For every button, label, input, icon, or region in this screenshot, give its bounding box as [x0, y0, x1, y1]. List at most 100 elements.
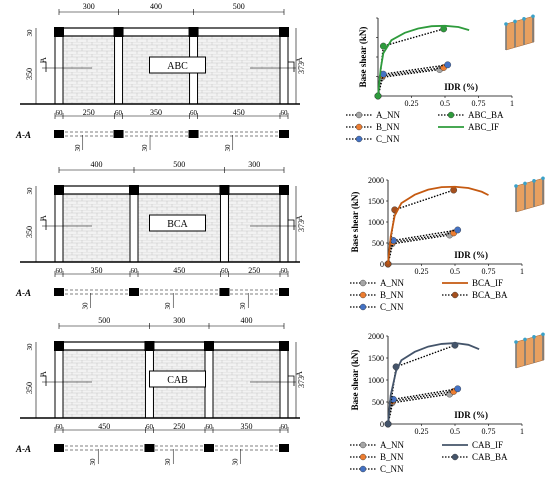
infill-panel — [228, 193, 281, 263]
legend-marker-icon — [359, 279, 367, 287]
top-span-label: 300 — [248, 160, 260, 169]
series-line-B_NN — [377, 66, 444, 97]
infill-panel — [62, 35, 115, 105]
legend-entry: C_NN — [350, 464, 404, 474]
icon-joint — [504, 22, 508, 26]
chart-1: 0.25 0.5 0.75 1 IDR (%) Base shear (kN) A_NN AB… — [346, 14, 535, 144]
x-tick-label: 0.75 — [472, 99, 486, 108]
legend-marker-icon — [451, 453, 459, 461]
beam-depth-label: 30 — [26, 29, 34, 37]
legend-label: ABC_IF — [468, 122, 499, 132]
icon-joint — [531, 14, 535, 19]
column-width-label: 60 — [56, 267, 64, 275]
x-tick-label: 0.75 — [482, 427, 496, 436]
beam-column-joint — [279, 185, 289, 195]
x-tick-label: 0.5 — [440, 99, 450, 108]
section-thickness-label: 30 — [232, 458, 240, 466]
section-mark-right: A — [295, 57, 304, 63]
y-tick-label: 500 — [372, 398, 384, 407]
legend-entry: ABC_IF — [438, 122, 499, 132]
icon-joint — [523, 337, 527, 342]
infill-panel — [212, 349, 281, 419]
section-column — [54, 444, 64, 452]
icon-joint — [541, 176, 545, 181]
section-thickness-label: 30 — [164, 302, 172, 310]
y-tick-label: 2000 — [368, 176, 384, 185]
beam-column-joint — [204, 341, 214, 351]
section-thickness-label: 30 — [82, 302, 90, 310]
top-beam — [54, 185, 289, 195]
legend-label: B_NN — [376, 122, 400, 132]
data-point-ABC_BA — [379, 42, 387, 50]
top-beam — [54, 341, 289, 351]
section-arrow-icon — [40, 375, 295, 386]
section-column — [129, 288, 139, 296]
legend-marker-icon — [355, 123, 363, 131]
top-span-label: 500 — [173, 160, 185, 169]
column — [279, 27, 289, 105]
right-height-label: 373 — [297, 220, 306, 232]
section-column — [279, 130, 289, 138]
frame-label-box — [149, 370, 206, 388]
section-mark-right: A — [295, 371, 304, 377]
icon-joint — [532, 179, 536, 183]
icon-joint — [532, 335, 536, 339]
x-axis-label: IDR (%) — [444, 82, 478, 92]
section-thickness-label: 30 — [89, 458, 97, 466]
beam-column-joint — [129, 185, 139, 195]
beam-column-joint — [279, 341, 289, 351]
legend-marker-icon — [359, 303, 367, 311]
legend-entry: A_NN — [350, 278, 404, 288]
x-tick-label: 0.5 — [450, 267, 460, 276]
section-thickness-label: 30 — [164, 458, 172, 466]
left-height-label: 350 — [25, 68, 34, 80]
infill-wall-icon — [515, 333, 545, 369]
left-height-label: 350 — [25, 226, 34, 238]
chart-2: 0.25 0.5 0.75 1 0 500 1000 1500 2000 IDR (%) Base … — [350, 176, 545, 312]
series-line-BCA_IF — [387, 185, 489, 265]
section-column — [219, 288, 230, 296]
y-tick-label: 1000 — [368, 376, 384, 385]
x-tick-label: 1 — [510, 99, 514, 108]
infill-panel — [62, 349, 146, 419]
column-width-label: 60 — [56, 423, 64, 431]
legend-marker-icon — [355, 111, 363, 119]
section-thickness-label: 30 — [224, 144, 232, 152]
legend-marker-icon — [359, 465, 367, 473]
frame-label: ABC — [167, 61, 188, 72]
section-column — [54, 130, 64, 138]
left-height-label: 350 — [25, 382, 34, 394]
x-tick-label: 0.25 — [405, 99, 419, 108]
legend-entry: CAB_BA — [442, 452, 508, 462]
series-line-A_NN — [377, 68, 440, 97]
top-span-label: 500 — [98, 316, 110, 325]
top-span-label: 500 — [233, 2, 245, 11]
legend-marker-icon — [447, 111, 455, 119]
beam-column-joint — [54, 341, 64, 351]
section-arrow-icon — [40, 61, 295, 72]
legend-marker-icon — [359, 441, 367, 449]
legend-entry: B_NN — [350, 290, 404, 300]
legend-entry: ABC_BA — [438, 110, 504, 120]
y-tick-label: 2000 — [368, 332, 384, 341]
x-tick-label: 1 — [520, 427, 524, 436]
data-point-C_NN — [454, 226, 462, 234]
beam-column-joint — [219, 185, 230, 195]
legend-label: CAB_IF — [472, 440, 503, 450]
section-column — [188, 130, 199, 138]
bottom-span-label: 350 — [91, 266, 103, 275]
x-axis-label: IDR (%) — [454, 250, 488, 260]
section-column — [279, 288, 289, 296]
column-width-label: 60 — [281, 267, 289, 275]
section-arrow-icon — [40, 219, 295, 230]
y-axis-label: Base shear (kN) — [350, 192, 360, 253]
top-span-label: 300 — [173, 316, 185, 325]
series-line-ABC_BA — [377, 28, 444, 97]
series-line-A_NN — [387, 393, 450, 425]
top-span-label: 400 — [150, 2, 162, 11]
legend-label: C_NN — [380, 302, 404, 312]
chart-3: 0.25 0.5 0.75 1 0 500 1000 1500 2000 IDR (%) Base … — [350, 332, 545, 474]
section-label: A-A — [15, 444, 31, 454]
legend-marker-icon — [359, 291, 367, 299]
